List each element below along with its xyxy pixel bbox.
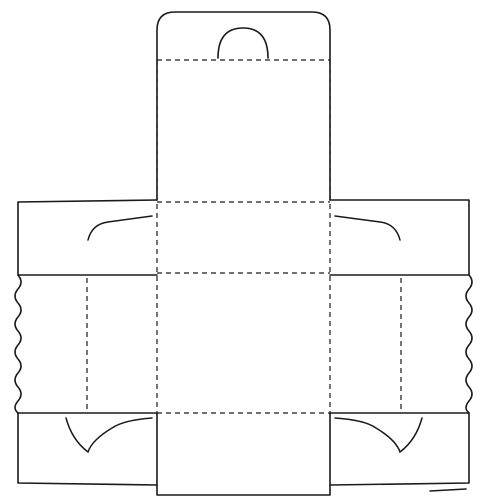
upper-band-left-outline — [17, 199, 158, 276]
upper-band-right-outline — [329, 199, 470, 276]
left-upper-slit — [87, 215, 153, 241]
left-wavy-edge — [14, 274, 22, 414]
handle-cutout — [217, 27, 269, 59]
right-upper-slit — [334, 215, 401, 241]
right-wavy-edge — [465, 274, 473, 414]
right-lower-tab — [334, 417, 423, 454]
lower-band-outline — [17, 412, 470, 496]
bottom-right-mark — [429, 488, 467, 492]
left-lower-tab — [65, 417, 153, 454]
lid-flap-outline — [156, 11, 331, 201]
